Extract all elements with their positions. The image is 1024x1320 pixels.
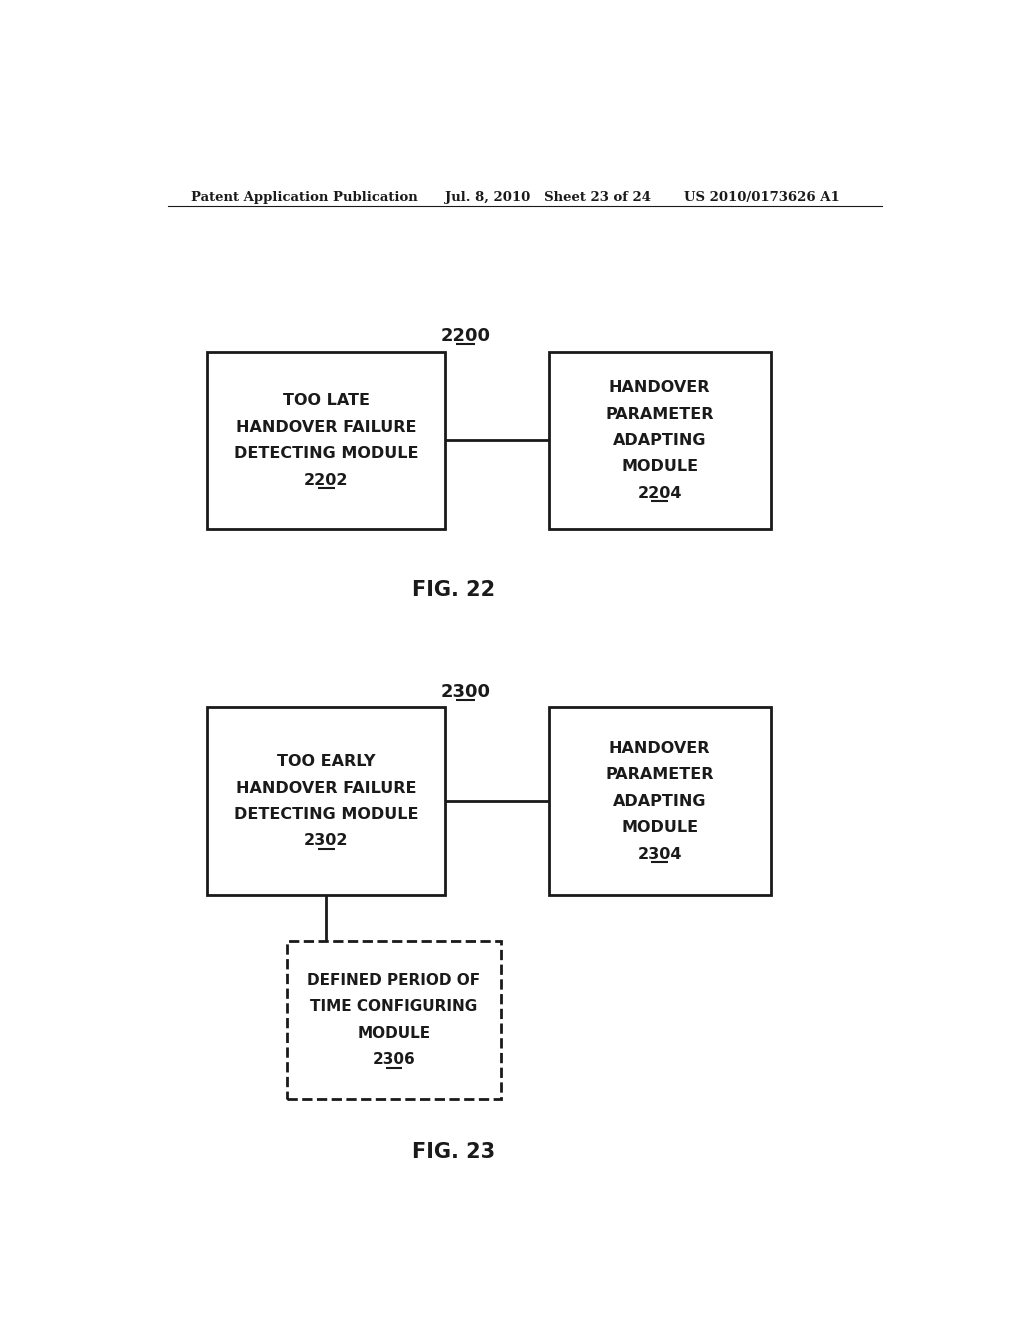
FancyBboxPatch shape [207,708,445,895]
Text: ADAPTING: ADAPTING [613,433,707,447]
FancyBboxPatch shape [549,351,771,529]
Text: MODULE: MODULE [622,459,698,474]
Text: TIME CONFIGURING: TIME CONFIGURING [310,999,477,1014]
Text: 2304: 2304 [638,846,682,862]
Text: Jul. 8, 2010   Sheet 23 of 24: Jul. 8, 2010 Sheet 23 of 24 [445,191,651,203]
FancyBboxPatch shape [549,708,771,895]
Text: TOO EARLY: TOO EARLY [278,754,376,770]
Text: ADAPTING: ADAPTING [613,793,707,809]
Text: FIG. 23: FIG. 23 [412,1142,495,1163]
Text: Patent Application Publication: Patent Application Publication [191,191,418,203]
FancyBboxPatch shape [207,351,445,529]
Text: MODULE: MODULE [622,820,698,836]
Text: 2302: 2302 [304,833,348,849]
Text: 2306: 2306 [373,1052,415,1067]
Text: TOO LATE: TOO LATE [283,393,370,408]
Text: DEFINED PERIOD OF: DEFINED PERIOD OF [307,973,480,987]
Text: US 2010/0173626 A1: US 2010/0173626 A1 [684,191,840,203]
Text: HANDOVER FAILURE: HANDOVER FAILURE [237,780,417,796]
Text: 2204: 2204 [638,486,682,500]
Text: PARAMETER: PARAMETER [605,407,714,421]
Text: 2202: 2202 [304,473,348,487]
Text: MODULE: MODULE [357,1026,430,1040]
Text: DETECTING MODULE: DETECTING MODULE [234,807,419,822]
Text: FIG. 22: FIG. 22 [412,581,495,601]
Text: HANDOVER: HANDOVER [609,741,711,756]
Text: 2300: 2300 [440,682,490,701]
Text: 2200: 2200 [440,327,490,346]
Text: HANDOVER FAILURE: HANDOVER FAILURE [237,420,417,434]
Text: DETECTING MODULE: DETECTING MODULE [234,446,419,461]
Text: PARAMETER: PARAMETER [605,767,714,783]
Text: HANDOVER: HANDOVER [609,380,711,395]
FancyBboxPatch shape [287,941,501,1098]
